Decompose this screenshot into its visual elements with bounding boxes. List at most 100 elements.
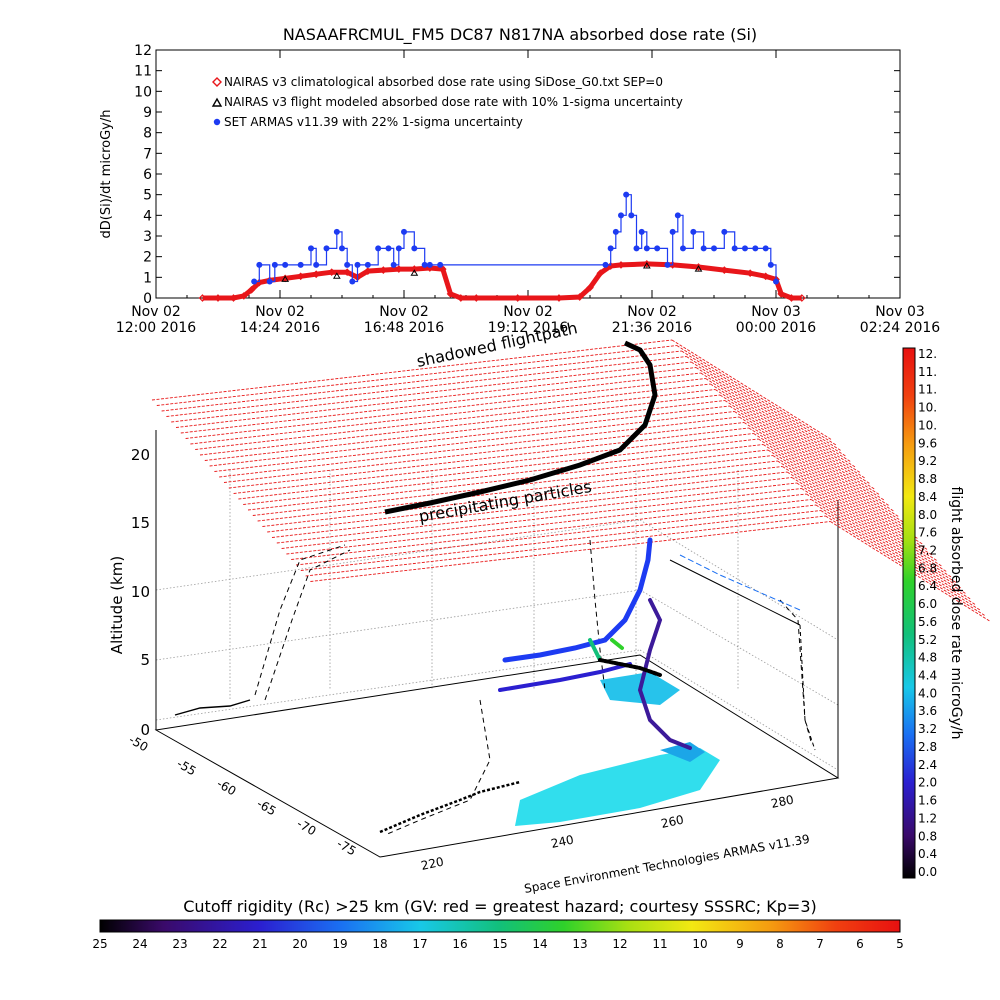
back-wall-grid	[155, 430, 839, 771]
rigidity-gridline	[190, 383, 711, 445]
colorbar-tick-label: 11	[652, 937, 667, 951]
rigidity-gridline	[166, 356, 687, 417]
rigidity-gridline	[300, 510, 821, 571]
colorbar-tick-label: 19	[332, 937, 347, 951]
dot-marker-icon	[213, 118, 221, 126]
rigidity-gridline	[243, 444, 764, 505]
data-point-nairas-climatological	[363, 267, 372, 275]
data-point-nairas-climatological	[229, 294, 238, 302]
data-point-armas	[437, 261, 444, 268]
rigidity-gridline	[281, 488, 802, 549]
floor-track	[379, 780, 521, 834]
lat-tick: -75	[335, 836, 359, 858]
colored-flight-track	[498, 537, 692, 750]
colorbar-tick-label: 17	[412, 937, 427, 951]
data-point-nairas-climatological	[394, 265, 403, 273]
colorbar-tick-label: 4.8	[918, 651, 937, 665]
rigidity-gridline	[228, 427, 749, 489]
lon-tick: 260	[660, 812, 685, 830]
data-point-armas	[602, 261, 609, 268]
colorbar-tick-label: 16	[452, 937, 467, 951]
colorbar-tick-label: 8.8	[918, 472, 937, 486]
colorbar-tick-label: 20	[292, 937, 307, 951]
colorbar-tick-label: 3.6	[918, 704, 937, 718]
data-point-armas	[700, 245, 707, 252]
x-tick-label-time: 16:48 2016	[364, 320, 445, 336]
rigidity-gridline	[247, 449, 769, 511]
data-point-armas	[266, 278, 273, 285]
side-projection	[669, 554, 816, 751]
rigidity-gridline	[295, 504, 817, 566]
data-point-armas	[612, 228, 619, 235]
data-point-armas	[752, 245, 759, 252]
z-axis-label: Altitude (km)	[108, 556, 126, 654]
time-series-data	[198, 191, 806, 302]
colorbar-tick-label: 24	[132, 937, 147, 951]
altitude-3d-panel: 0 5 10 15 20 Altitude (km) -50 -55 -60 -…	[108, 318, 991, 896]
data-point-armas	[618, 212, 624, 219]
time-series-y-axis-label: dD(Si)/dt microGy/h	[99, 110, 114, 239]
data-point-armas	[411, 245, 418, 252]
y-tick-label: 7	[143, 146, 152, 162]
legend-label: SET ARMAS v11.39 with 22% 1-sigma uncert…	[224, 115, 523, 129]
time-series-legend: NAIRAS v3 climatological absorbed dose r…	[211, 75, 683, 129]
colorbar-tick-label: 10.	[918, 401, 937, 415]
rigidity-gridline	[219, 416, 740, 478]
rigidity-gridline	[223, 422, 745, 483]
rigidity-gridline	[305, 515, 826, 577]
x-tick-label-time: 00:00 2016	[736, 320, 817, 336]
data-point-nairas-climatological	[472, 294, 481, 302]
data-point-armas	[654, 245, 661, 252]
colorbar-tick-label: 5	[896, 937, 904, 951]
colorbar-tick-label: 10.	[918, 418, 937, 432]
data-point-armas	[385, 245, 392, 252]
data-point-armas	[742, 245, 748, 252]
triangle-marker-icon	[211, 97, 223, 107]
data-point-armas	[711, 245, 717, 252]
data-point-armas	[638, 228, 645, 235]
data-point-armas	[390, 261, 397, 268]
colorbar-tick-label: 15	[492, 937, 507, 951]
rigidity-gridline	[209, 405, 730, 467]
ground-track	[174, 699, 251, 716]
y-tick-label: 2	[143, 250, 152, 266]
latitude-ticks: -50 -55 -60 -65 -70 -75	[127, 732, 359, 858]
lat-tick: -65	[255, 796, 279, 818]
data-point-nairas-climatological	[694, 263, 703, 271]
colorbar-tick-label: 8.4	[918, 490, 937, 504]
y-tick-label: 4	[143, 208, 152, 224]
projected-tracks	[254, 539, 813, 836]
colorbar-tick-label: 1.2	[918, 811, 937, 825]
data-point-armas	[762, 245, 769, 252]
colorbar-tick-label: 7.2	[918, 543, 937, 557]
rigidity-gridline	[214, 411, 735, 472]
x-tick-label-date: Nov 02	[131, 304, 181, 320]
longitude-ticks: 220 240 260 280	[420, 792, 795, 872]
flight-path-high	[384, 340, 658, 515]
legend-entry-nairas-flight: NAIRAS v3 flight modeled absorbed dose r…	[211, 95, 683, 109]
data-point-nairas-flight	[332, 272, 341, 279]
data-point-nairas-climatological	[555, 294, 563, 302]
colorbar-tick-label: 2.0	[918, 776, 937, 790]
z-tick-15: 15	[131, 514, 150, 532]
data-point-nairas-climatological	[787, 294, 796, 302]
data-point-nairas-climatological	[797, 294, 806, 302]
z-tick-5: 5	[140, 651, 150, 669]
rigidity-gridline	[180, 372, 701, 434]
rigidity-gridline	[257, 460, 778, 522]
data-point-armas	[364, 261, 371, 268]
y-tick-label: 10	[134, 84, 152, 100]
y-tick-label: 3	[143, 229, 152, 245]
data-point-armas	[721, 228, 728, 235]
colorbar-tick-label: 11.	[918, 365, 937, 379]
colorbar-tick-label: 12.	[918, 347, 937, 361]
colorbar-tick-label: 0.0	[918, 865, 937, 879]
y-tick-label: 11	[134, 64, 152, 80]
data-point-armas	[426, 261, 433, 268]
colorbar-tick-label: 2.4	[918, 758, 937, 772]
cutoff-rigidity-colorbar-label: Cutoff rigidity (Rc) >25 km (GV: red = g…	[183, 897, 817, 916]
legend-entry-armas: SET ARMAS v11.39 with 22% 1-sigma uncert…	[213, 115, 523, 129]
legend-entry-nairas-climatological: NAIRAS v3 climatological absorbed dose r…	[212, 75, 663, 89]
z-tick-0: 0	[140, 721, 150, 739]
dose-rate-colorbar-gradient	[902, 347, 916, 879]
